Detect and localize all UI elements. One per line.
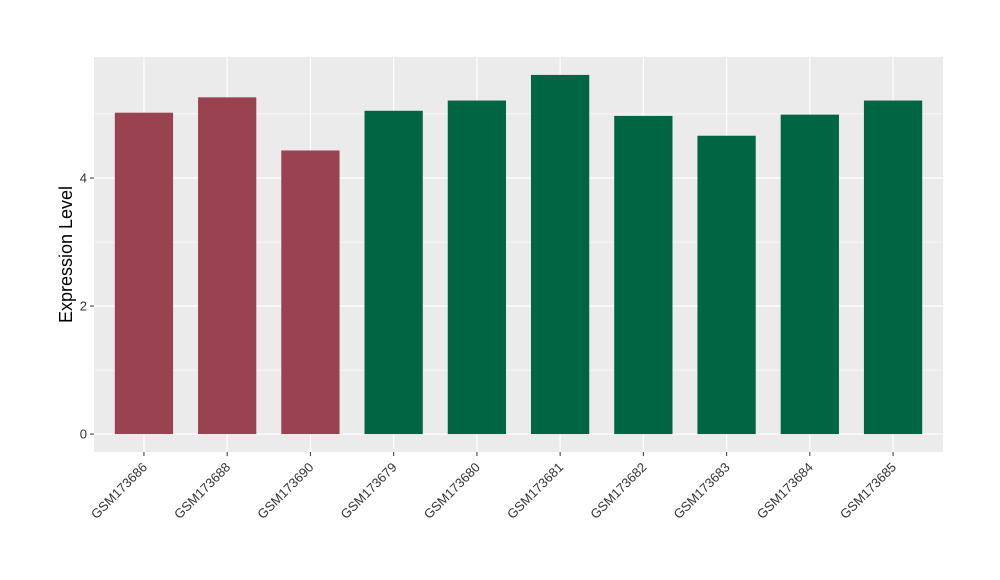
- bar-GSM173684: [780, 114, 839, 435]
- x-tick-label: GSM173690: [254, 460, 316, 522]
- x-tick-label: GSM173684: [754, 460, 816, 522]
- bar-GSM173690: [281, 150, 340, 435]
- x-tick-label: GSM173685: [837, 460, 899, 522]
- bar-GSM173682: [614, 115, 673, 435]
- bars: [114, 74, 923, 435]
- x-tick-label: GSM173682: [587, 460, 649, 522]
- y-axis: 0 2 4: [80, 170, 94, 442]
- bar-GSM173686: [114, 112, 174, 435]
- x-tick-label: GSM173688: [171, 460, 233, 522]
- bar-GSM173683: [697, 135, 756, 435]
- x-tick-label: GSM173679: [338, 460, 400, 522]
- x-tick-label: GSM173686: [88, 460, 150, 522]
- bar-GSM173680: [447, 100, 507, 435]
- bar-GSM173688: [198, 97, 257, 435]
- y-tick-label: 0: [80, 427, 87, 442]
- x-tick-label: GSM173680: [421, 460, 483, 522]
- x-tick-label: GSM173683: [670, 460, 732, 522]
- x-tick-label: GSM173681: [504, 460, 566, 522]
- bar-GSM173679: [364, 110, 423, 435]
- x-axis: GSM173686 GSM173688 GSM173690 GSM173679 GSM1…: [88, 452, 899, 522]
- y-tick-label: 2: [80, 299, 87, 314]
- y-tick-label: 4: [80, 170, 87, 185]
- bar-GSM173685: [863, 100, 923, 435]
- bar-GSM173681: [530, 74, 590, 435]
- y-axis-title: Expression Level: [56, 186, 76, 323]
